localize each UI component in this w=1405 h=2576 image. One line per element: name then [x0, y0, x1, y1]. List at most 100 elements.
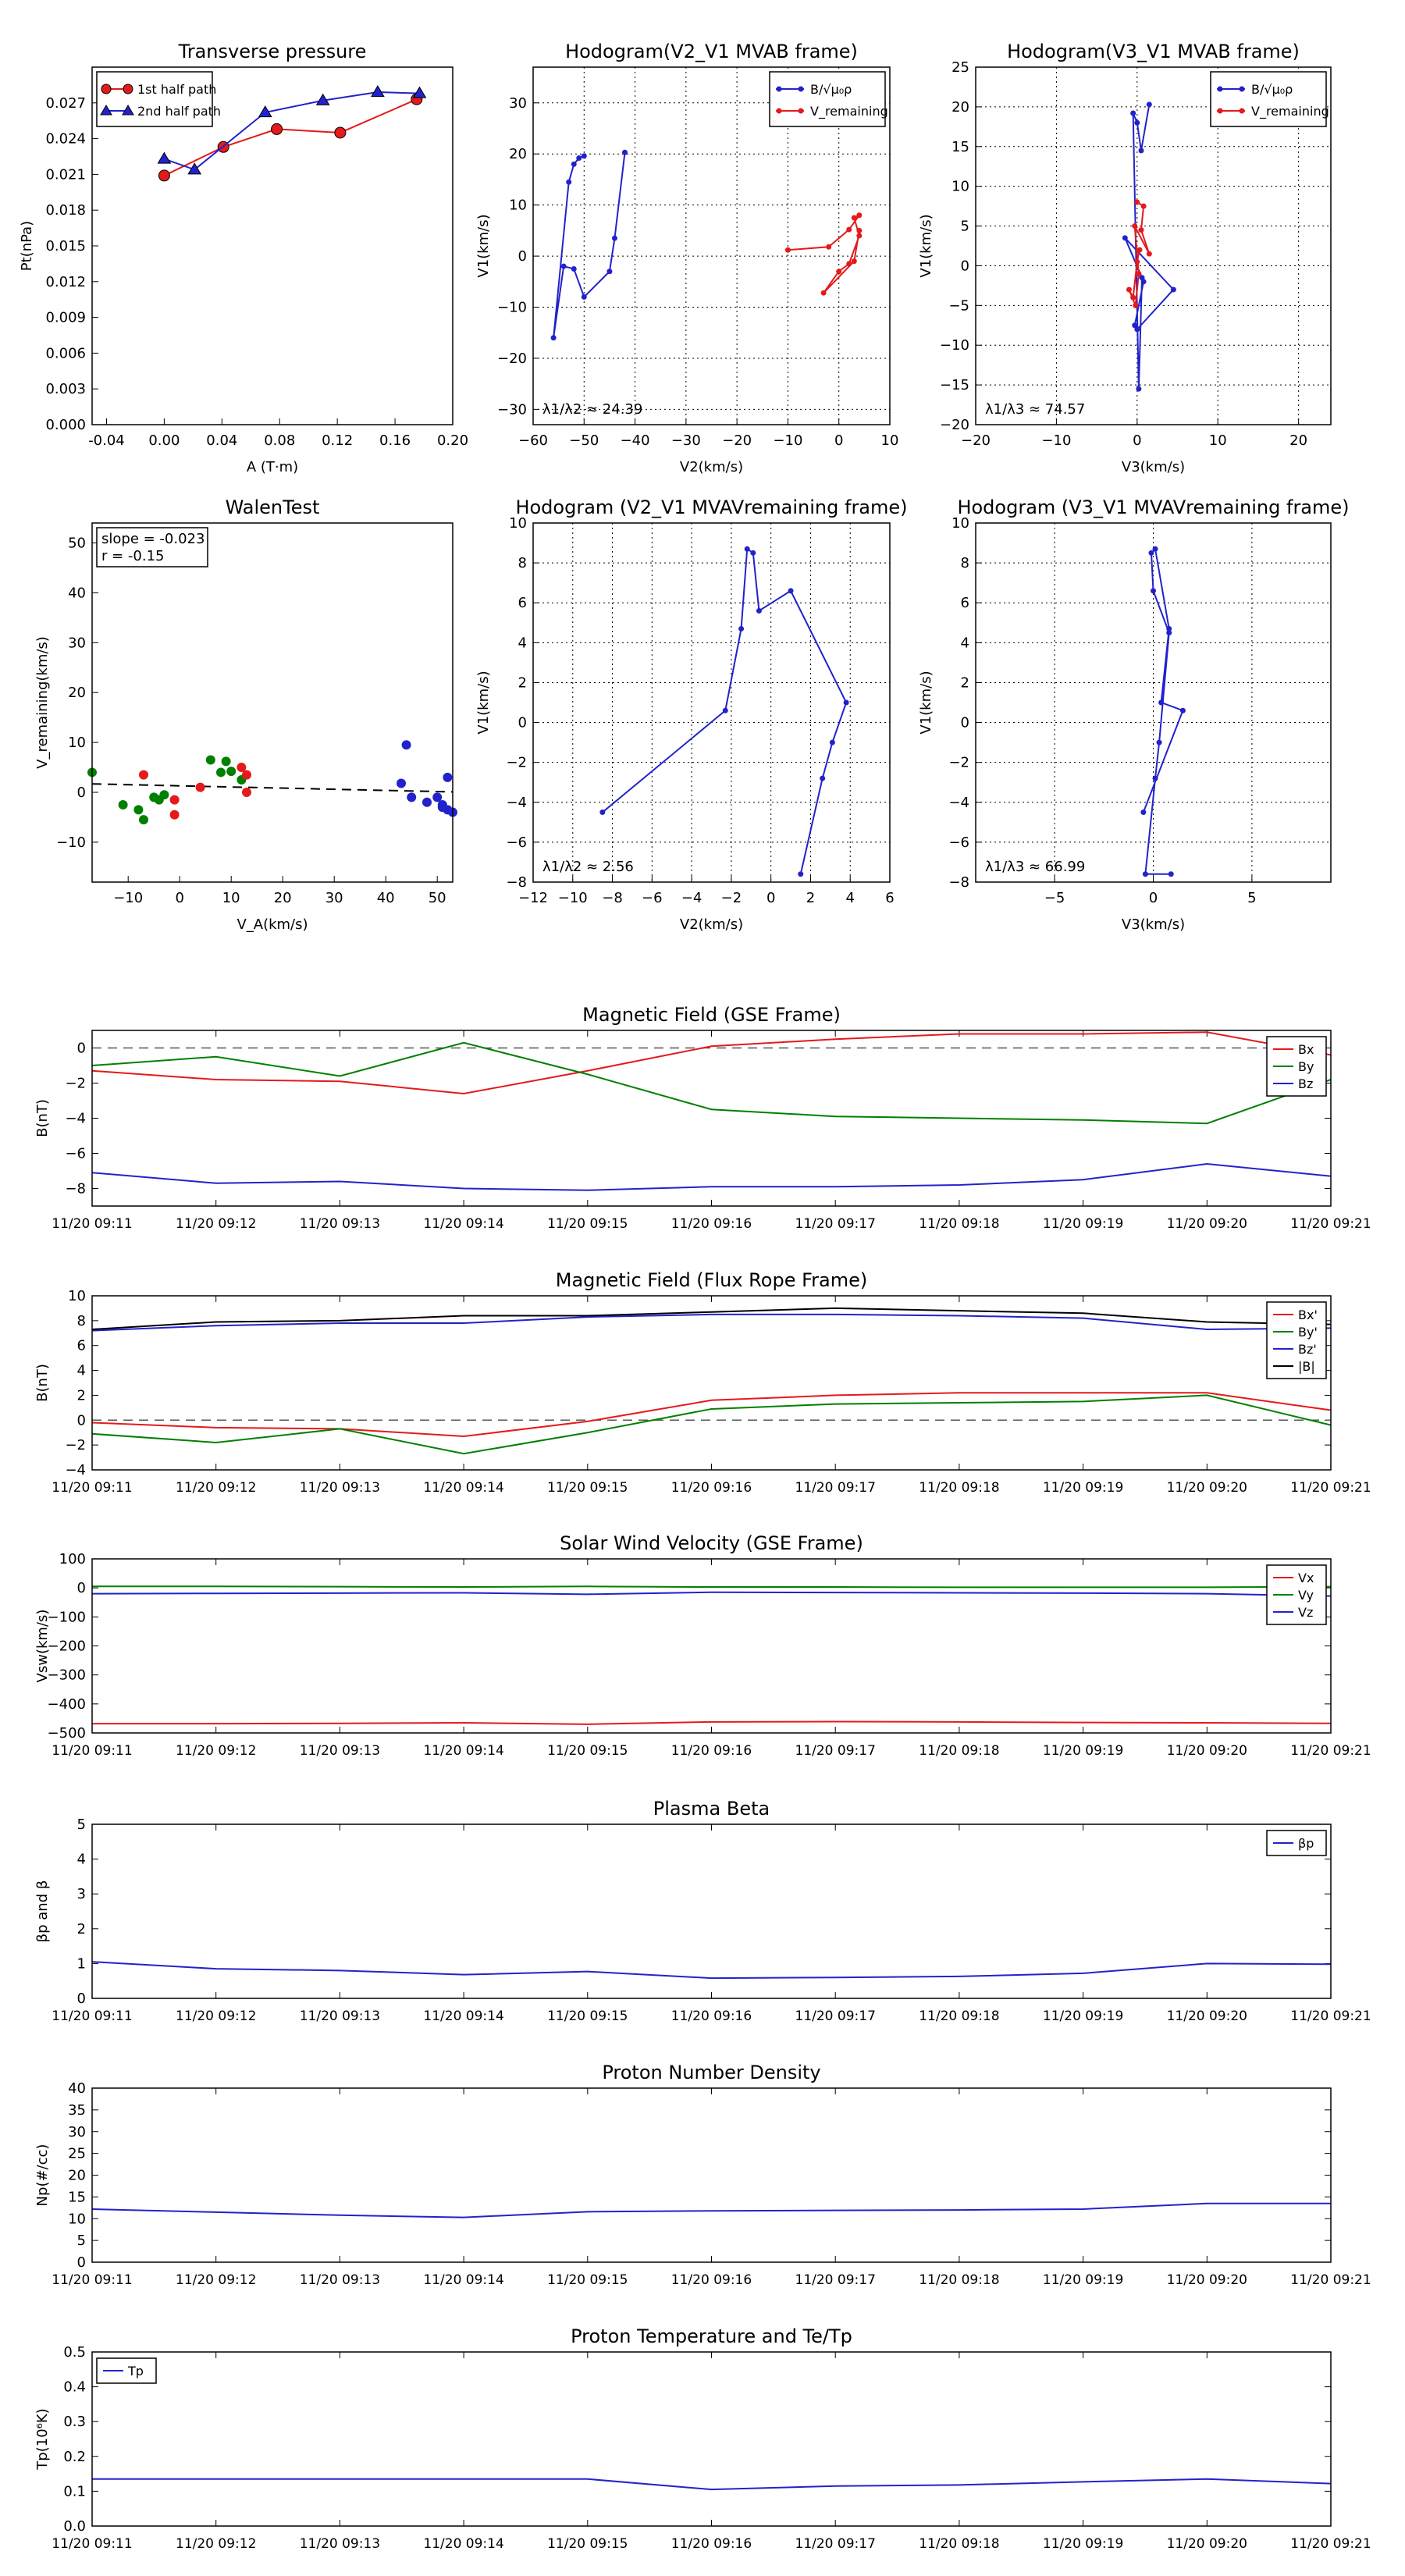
data-point [1134, 199, 1140, 205]
data-point [397, 778, 406, 788]
y-tick-label: 30 [509, 95, 527, 112]
x-tick-label: 11/20 09:16 [671, 2008, 752, 2024]
y-tick-label: 8 [518, 555, 527, 571]
series-line-0 [91, 1392, 1332, 1437]
y-tick-label: 4 [77, 1852, 86, 1868]
y-tick-label: 10 [509, 197, 527, 214]
x-tick-label: −10 [113, 890, 143, 906]
data-point [271, 123, 283, 135]
data-point [432, 792, 443, 802]
y-tick-label: 0.027 [45, 95, 86, 112]
y-tick-label: 20 [68, 685, 86, 701]
series-line-2 [91, 1591, 1332, 1597]
x-tick-label: 11/20 09:12 [176, 1743, 256, 1759]
chart-h3: −12 −10 −8 −6 −4 −2 0 2 4 6 −8 −6 −4 −2 0 2 4 6 8 10Hodogra… [475, 496, 908, 933]
x-tick-label: 30 [325, 890, 343, 906]
y-tick-label: 1 [77, 1955, 86, 1972]
plot-frame [91, 522, 454, 883]
x-tick-label: 11/20 09:11 [52, 2008, 132, 2024]
legend-entry: Vy [1298, 1588, 1314, 1603]
x-tick-label: 11/20 09:20 [1167, 1216, 1247, 1232]
data-point [560, 263, 567, 269]
x-tick-label: 11/20 09:21 [1290, 2272, 1371, 2288]
plot-frame [975, 66, 1332, 425]
data-point [258, 105, 272, 118]
data-point [599, 809, 606, 816]
x-tick-label: -0.04 [88, 432, 125, 449]
y-tick-label: 0.021 [45, 166, 86, 183]
x-tick-label: 11/20 09:18 [919, 2272, 999, 2288]
y-tick-label: 0.018 [45, 202, 86, 219]
x-tick-label: 11/20 09:15 [547, 2536, 628, 2552]
y-tick-label: −400 [48, 1696, 86, 1713]
y-tick-label: 0 [77, 1580, 86, 1596]
series-line-1 [164, 91, 420, 171]
x-tick-label: 11/20 09:17 [795, 2008, 876, 2024]
x-axis-label: V2(km/s) [680, 916, 743, 933]
x-tick-label: 11/20 09:17 [795, 2536, 876, 2552]
x-tick-label: 11/20 09:21 [1290, 1743, 1371, 1759]
data-point [118, 799, 128, 809]
data-point [1122, 235, 1128, 241]
chart-walen: −10 0 10 20 30 40 50 −10 0 10 20 30 40 50 WalenTest V_A… [34, 496, 457, 933]
data-point [851, 215, 857, 221]
data-point [1134, 119, 1140, 126]
y-tick-label: 0 [518, 715, 527, 731]
x-tick-label: 11/20 09:17 [795, 2272, 876, 2288]
x-tick-label: 11/20 09:15 [547, 2272, 628, 2288]
data-point [856, 233, 863, 239]
chart-np: 0 5 10 15 20 25 30 35 40 11/20 09:11 11/20 09:12 11… [34, 2062, 1371, 2288]
series-line-0 [91, 1031, 1332, 1095]
x-tick-label: −12 [518, 890, 548, 906]
x-tick-label: 50 [429, 890, 446, 906]
legend-entry: By' [1298, 1325, 1318, 1340]
x-tick-label: 4 [845, 890, 854, 906]
data-point [1146, 251, 1152, 257]
x-tick-label: 11/20 09:21 [1290, 1480, 1371, 1496]
data-point [1148, 550, 1154, 556]
x-tick-label: 11/20 09:21 [1290, 2008, 1371, 2024]
plot-frame [975, 522, 1332, 883]
data-point [1146, 101, 1152, 108]
x-tick-label: 11/20 09:12 [176, 2272, 256, 2288]
x-tick-label: 11/20 09:18 [919, 2536, 999, 2552]
y-tick-label: 6 [518, 595, 527, 611]
x-tick-label: 11/20 09:15 [547, 1743, 628, 1759]
x-tick-label: 20 [274, 890, 292, 906]
legend-box [769, 71, 886, 127]
fit-line [91, 783, 454, 793]
data-point [611, 235, 617, 241]
x-tick-label: 0.12 [322, 432, 353, 449]
x-tick-label: −4 [681, 890, 702, 906]
x-tick-label: 11/20 09:14 [423, 1743, 503, 1759]
x-tick-label: 0.20 [437, 432, 468, 449]
y-tick-label: 0.009 [45, 310, 86, 326]
y-tick-label: 0 [77, 1991, 86, 2007]
chart-title: Hodogram (V2_V1 MVAVremaining frame) [515, 496, 907, 518]
y-tick-label: −15 [940, 377, 969, 393]
x-tick-label: 11/20 09:11 [52, 2272, 132, 2288]
x-tick-label: 11/20 09:17 [795, 1743, 876, 1759]
y-tick-label: −6 [506, 834, 527, 851]
data-point [1126, 286, 1132, 293]
data-point [1134, 258, 1140, 265]
y-tick-label: 5 [77, 1816, 86, 1833]
x-tick-label: −10 [773, 432, 802, 449]
series-line-0 [1142, 547, 1184, 875]
data-point [315, 93, 330, 105]
legend-marker [100, 105, 112, 116]
y-tick-label: 5 [77, 2233, 86, 2249]
y-tick-label: 0.015 [45, 238, 86, 254]
y-tick-label: 4 [518, 635, 527, 651]
x-tick-label: 40 [377, 890, 395, 906]
data-point [722, 707, 728, 713]
y-tick-label: −30 [497, 401, 527, 418]
legend-marker [1239, 86, 1245, 92]
ratio-annotation: λ1/λ2 ≈ 24.39 [542, 401, 642, 418]
y-tick-label: 2 [77, 1921, 86, 1937]
data-point [242, 770, 251, 780]
y-axis-label: Tp(10⁶K) [34, 2408, 51, 2470]
y-tick-label: 6 [961, 595, 969, 611]
x-tick-label: 11/20 09:13 [300, 1743, 380, 1759]
